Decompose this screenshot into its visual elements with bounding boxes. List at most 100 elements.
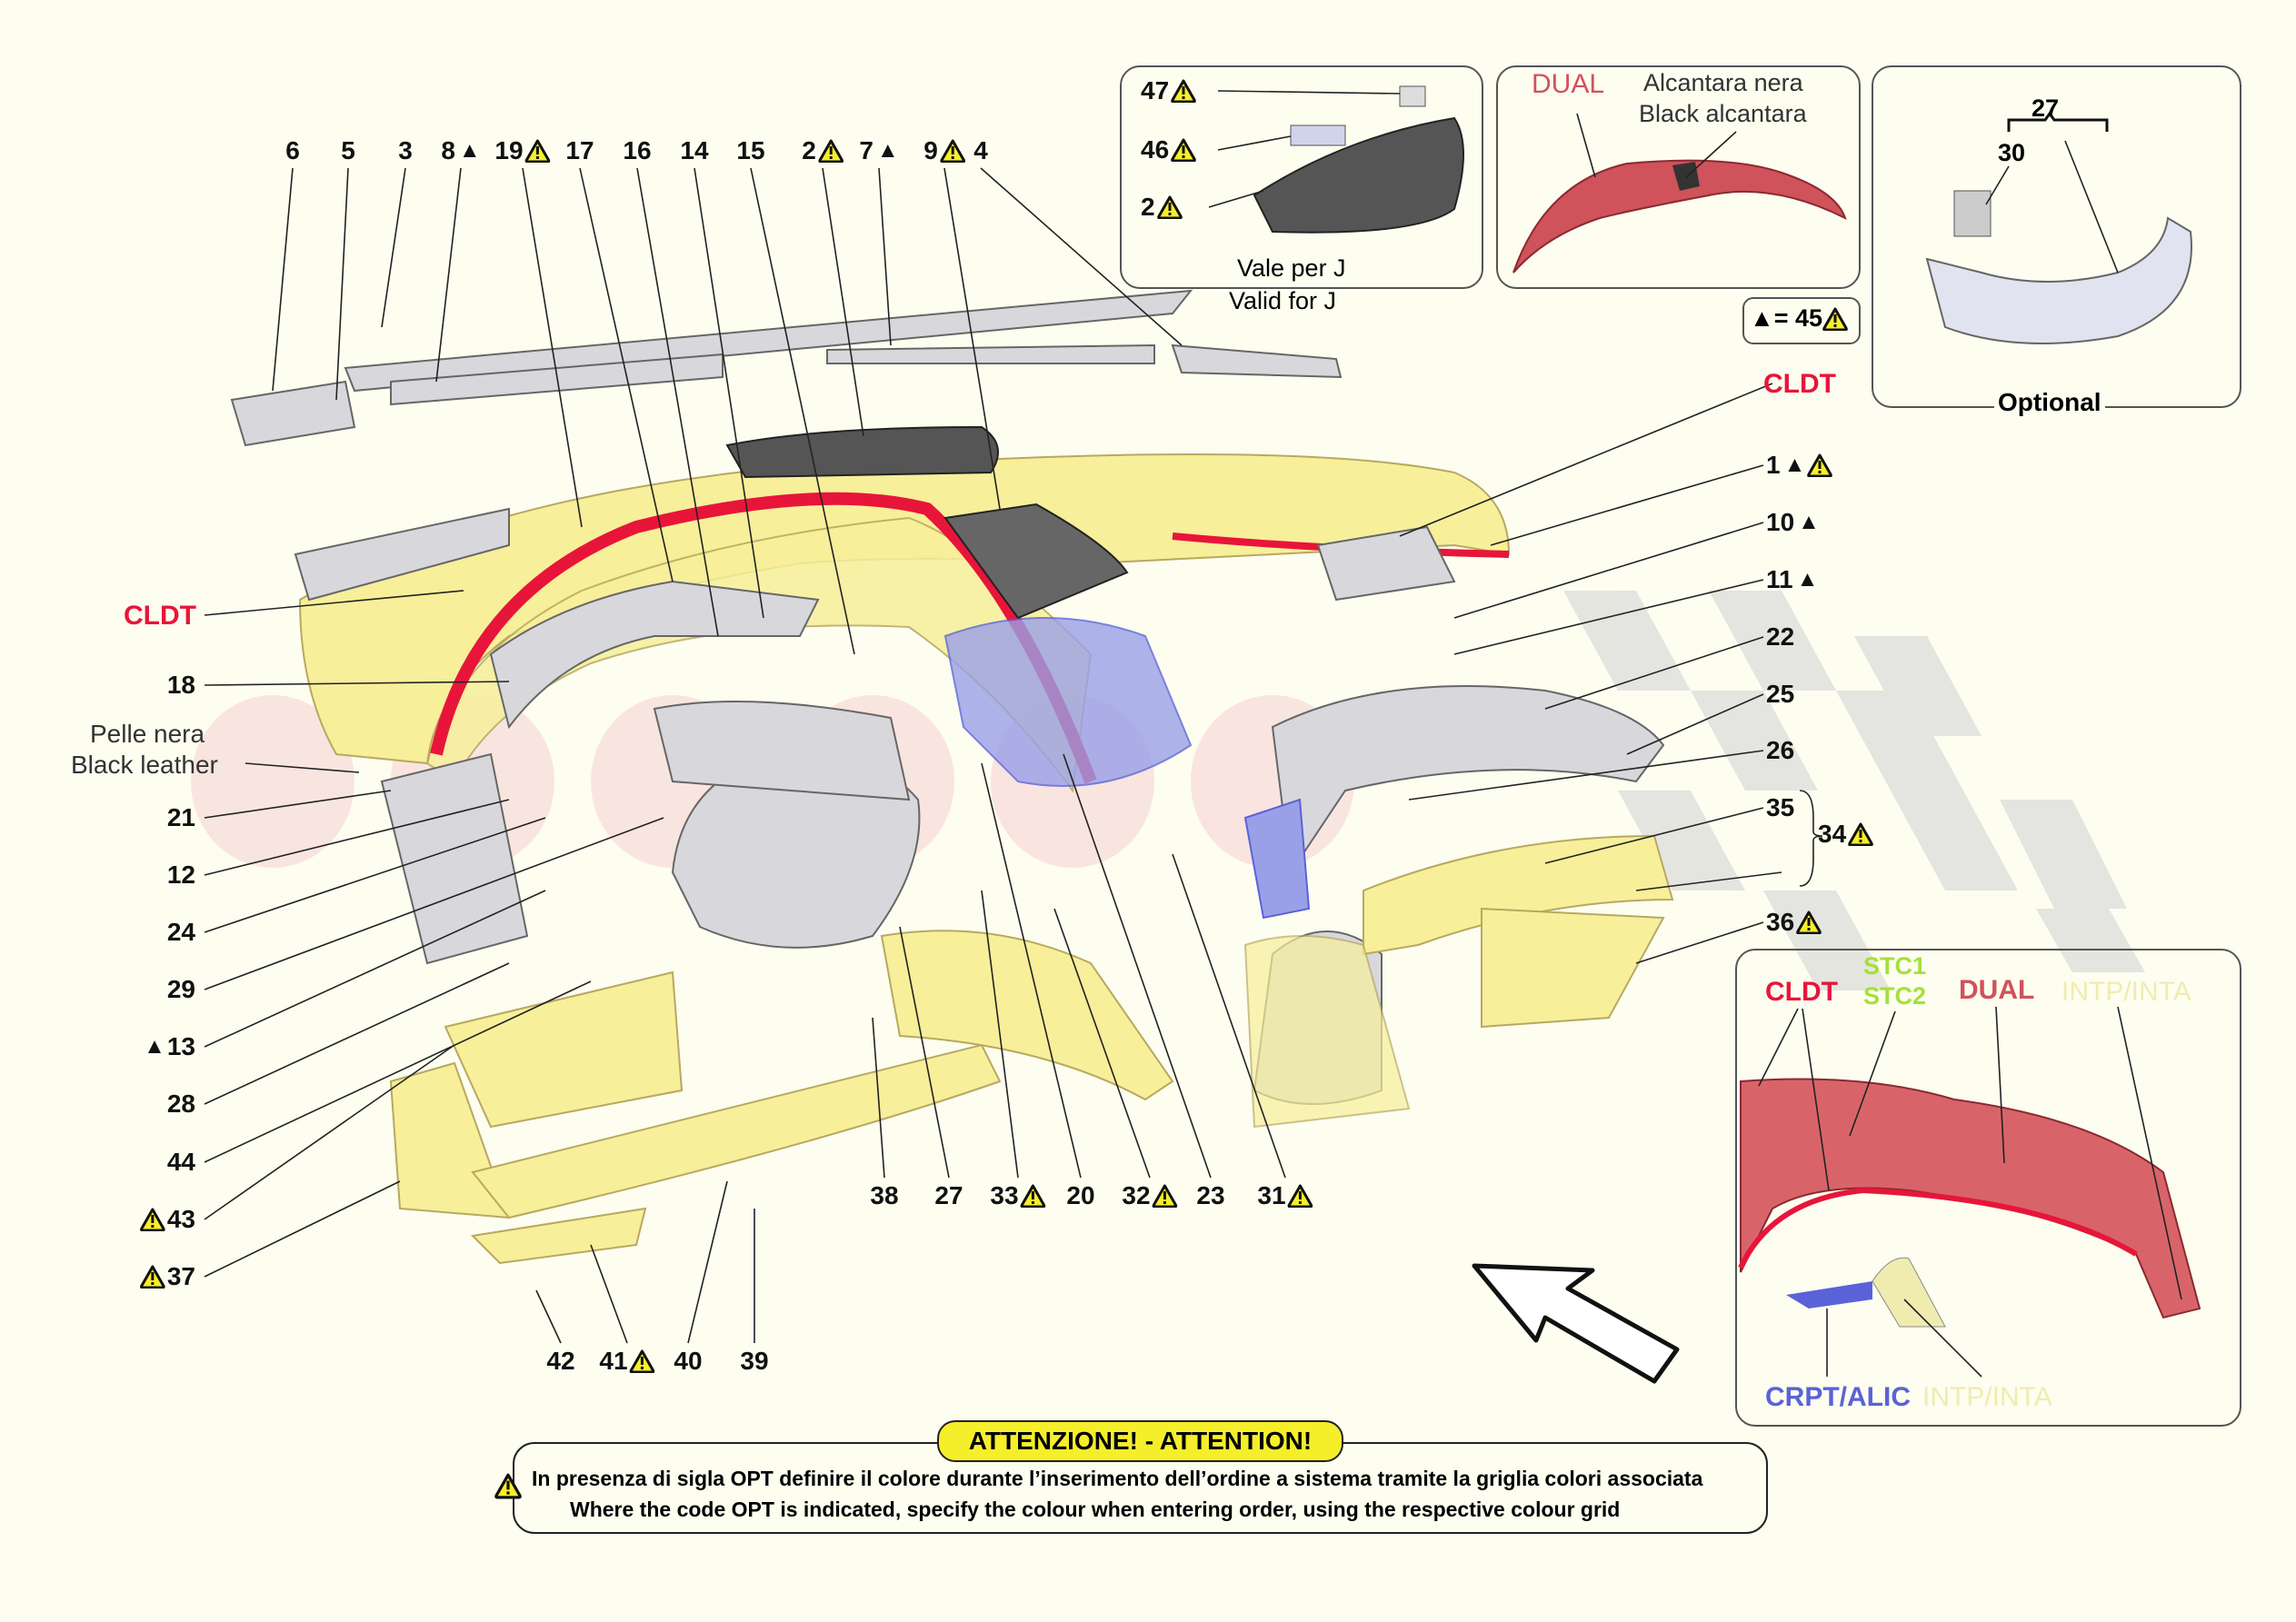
callout-number: 2 [802, 136, 816, 164]
callout-40: 40 [674, 1348, 702, 1374]
blue-side-part [1243, 798, 1311, 920]
callout-number: 11 [1766, 565, 1793, 593]
callout-43: 43 [140, 1207, 195, 1232]
inset-j-caption-en: Valid for J [1229, 287, 1337, 314]
callout-number: 8 [441, 136, 455, 164]
callout-32: 32 [1122, 1183, 1177, 1209]
callout-number: 43 [166, 1205, 195, 1233]
triangle-legend: ▲ = 45 [1750, 306, 1848, 331]
callout-number: 7 [859, 136, 873, 164]
callout-number: 38 [870, 1181, 899, 1209]
callout-7: 7 ▲ [859, 138, 898, 164]
callout-number: 15 [736, 136, 765, 164]
callout-number: 4 [973, 136, 988, 164]
warning-icon [1288, 1184, 1313, 1208]
callout-46: 46 [1141, 137, 1196, 163]
cldt-trim-line [430, 492, 1097, 784]
callout-36: 36 [1766, 910, 1822, 935]
inset-dual-art [1512, 113, 1847, 274]
callout-47: 47 [1141, 78, 1196, 104]
callout-number: 20 [1066, 1181, 1095, 1209]
callout-18: 18 [167, 672, 195, 698]
optional-group-number: 27 [2031, 95, 2060, 122]
black-leather-label: Black leather [71, 751, 218, 779]
optional-item-number: 30 [1998, 139, 2026, 166]
triangle-icon: ▲ [1796, 567, 1819, 592]
callout-15: 15 [736, 138, 764, 164]
warning-icon [1807, 453, 1832, 477]
callout-number: 35 [1766, 793, 1795, 821]
watermark-checkered-flag [1563, 591, 2145, 990]
callout-4: 4 [973, 138, 988, 164]
warning-icon [1822, 307, 1848, 331]
triangle-icon: ▲ [1750, 304, 1774, 332]
callout-10: 10 ▲ [1766, 510, 1820, 535]
callout-number: 44 [166, 1148, 195, 1176]
callout-number: 21 [166, 803, 195, 831]
color-code-intp-bottom: INTP/INTA [1922, 1382, 2052, 1412]
attention-warning-icon [494, 1472, 522, 1499]
warning-icon [1157, 195, 1183, 219]
cldt-label-left: CLDT [124, 601, 196, 631]
callout-number: 31 [1257, 1181, 1286, 1209]
callout-3: 3 [398, 138, 413, 164]
inset-optional-art [1925, 111, 2192, 344]
optional-caption: Optional [1994, 390, 2105, 415]
callout-number: 42 [546, 1347, 575, 1375]
pelle-nera-label: Pelle nera [90, 720, 205, 748]
callout-number: 46 [1141, 135, 1170, 164]
callout-14: 14 [680, 138, 708, 164]
color-code-stc2: STC2 [1863, 982, 1927, 1010]
callout-number: 40 [674, 1347, 703, 1375]
callout-number: 5 [341, 136, 355, 164]
callout-6: 6 [285, 138, 300, 164]
triangle-legend-box [1742, 297, 1861, 344]
triangle-icon: ▲ [1783, 453, 1806, 477]
callout-number: 9 [923, 136, 938, 164]
callout-44: 44 [167, 1149, 195, 1175]
blue-console-part [943, 617, 1193, 787]
callout-25: 25 [1766, 682, 1794, 707]
inset-colors-art [1738, 1006, 2201, 1378]
callout-37: 37 [140, 1264, 195, 1289]
cldt-label-right: CLDT [1763, 369, 1836, 399]
callout-number: 22 [1766, 622, 1795, 651]
callout-19: 19 [494, 138, 550, 164]
triangle-icon: ▲ [876, 138, 899, 163]
center-grille [943, 503, 1129, 620]
callout-number: 19 [494, 136, 524, 164]
warning-icon [1171, 79, 1196, 103]
callout-1: 1 ▲ [1766, 453, 1832, 478]
attention-text-it: In presenza di sigla OPT definire il col… [532, 1467, 1703, 1490]
callout-number: 33 [990, 1181, 1019, 1209]
callout-11: 11 ▲ [1766, 567, 1818, 592]
inset-valid-for-j [1120, 65, 1483, 289]
callout-23: 23 [1196, 1183, 1224, 1209]
callout-12: 12 [167, 862, 195, 888]
callout-number: 28 [166, 1090, 195, 1118]
warning-icon [818, 139, 844, 163]
callout-27: 27 [934, 1183, 963, 1209]
callout-34: 34 [1818, 821, 1873, 847]
inset-dual-alcantara [1496, 65, 1861, 289]
callout-33: 33 [990, 1183, 1045, 1209]
callout-number: 29 [166, 975, 195, 1003]
callout-26: 26 [1766, 738, 1794, 763]
warning-icon [1848, 822, 1873, 846]
callout-24: 24 [167, 920, 195, 945]
callout-number: 10 [1766, 508, 1795, 536]
inset-color-codes [1735, 949, 2241, 1427]
callout-number: 6 [285, 136, 300, 164]
warning-icon [1021, 1184, 1046, 1208]
callout-number: 2 [1141, 193, 1155, 221]
leader-lines [204, 167, 1823, 1344]
callout-8: 8 ▲ [441, 138, 480, 164]
callout-2: 2 [802, 138, 844, 164]
callout-number: 32 [1122, 1181, 1151, 1209]
callout-number: 3 [398, 136, 413, 164]
callout-9: 9 [923, 138, 965, 164]
callout-number: 1 [1766, 451, 1781, 479]
inset-j-art [1208, 85, 1464, 234]
callout-28: 28 [167, 1091, 195, 1117]
